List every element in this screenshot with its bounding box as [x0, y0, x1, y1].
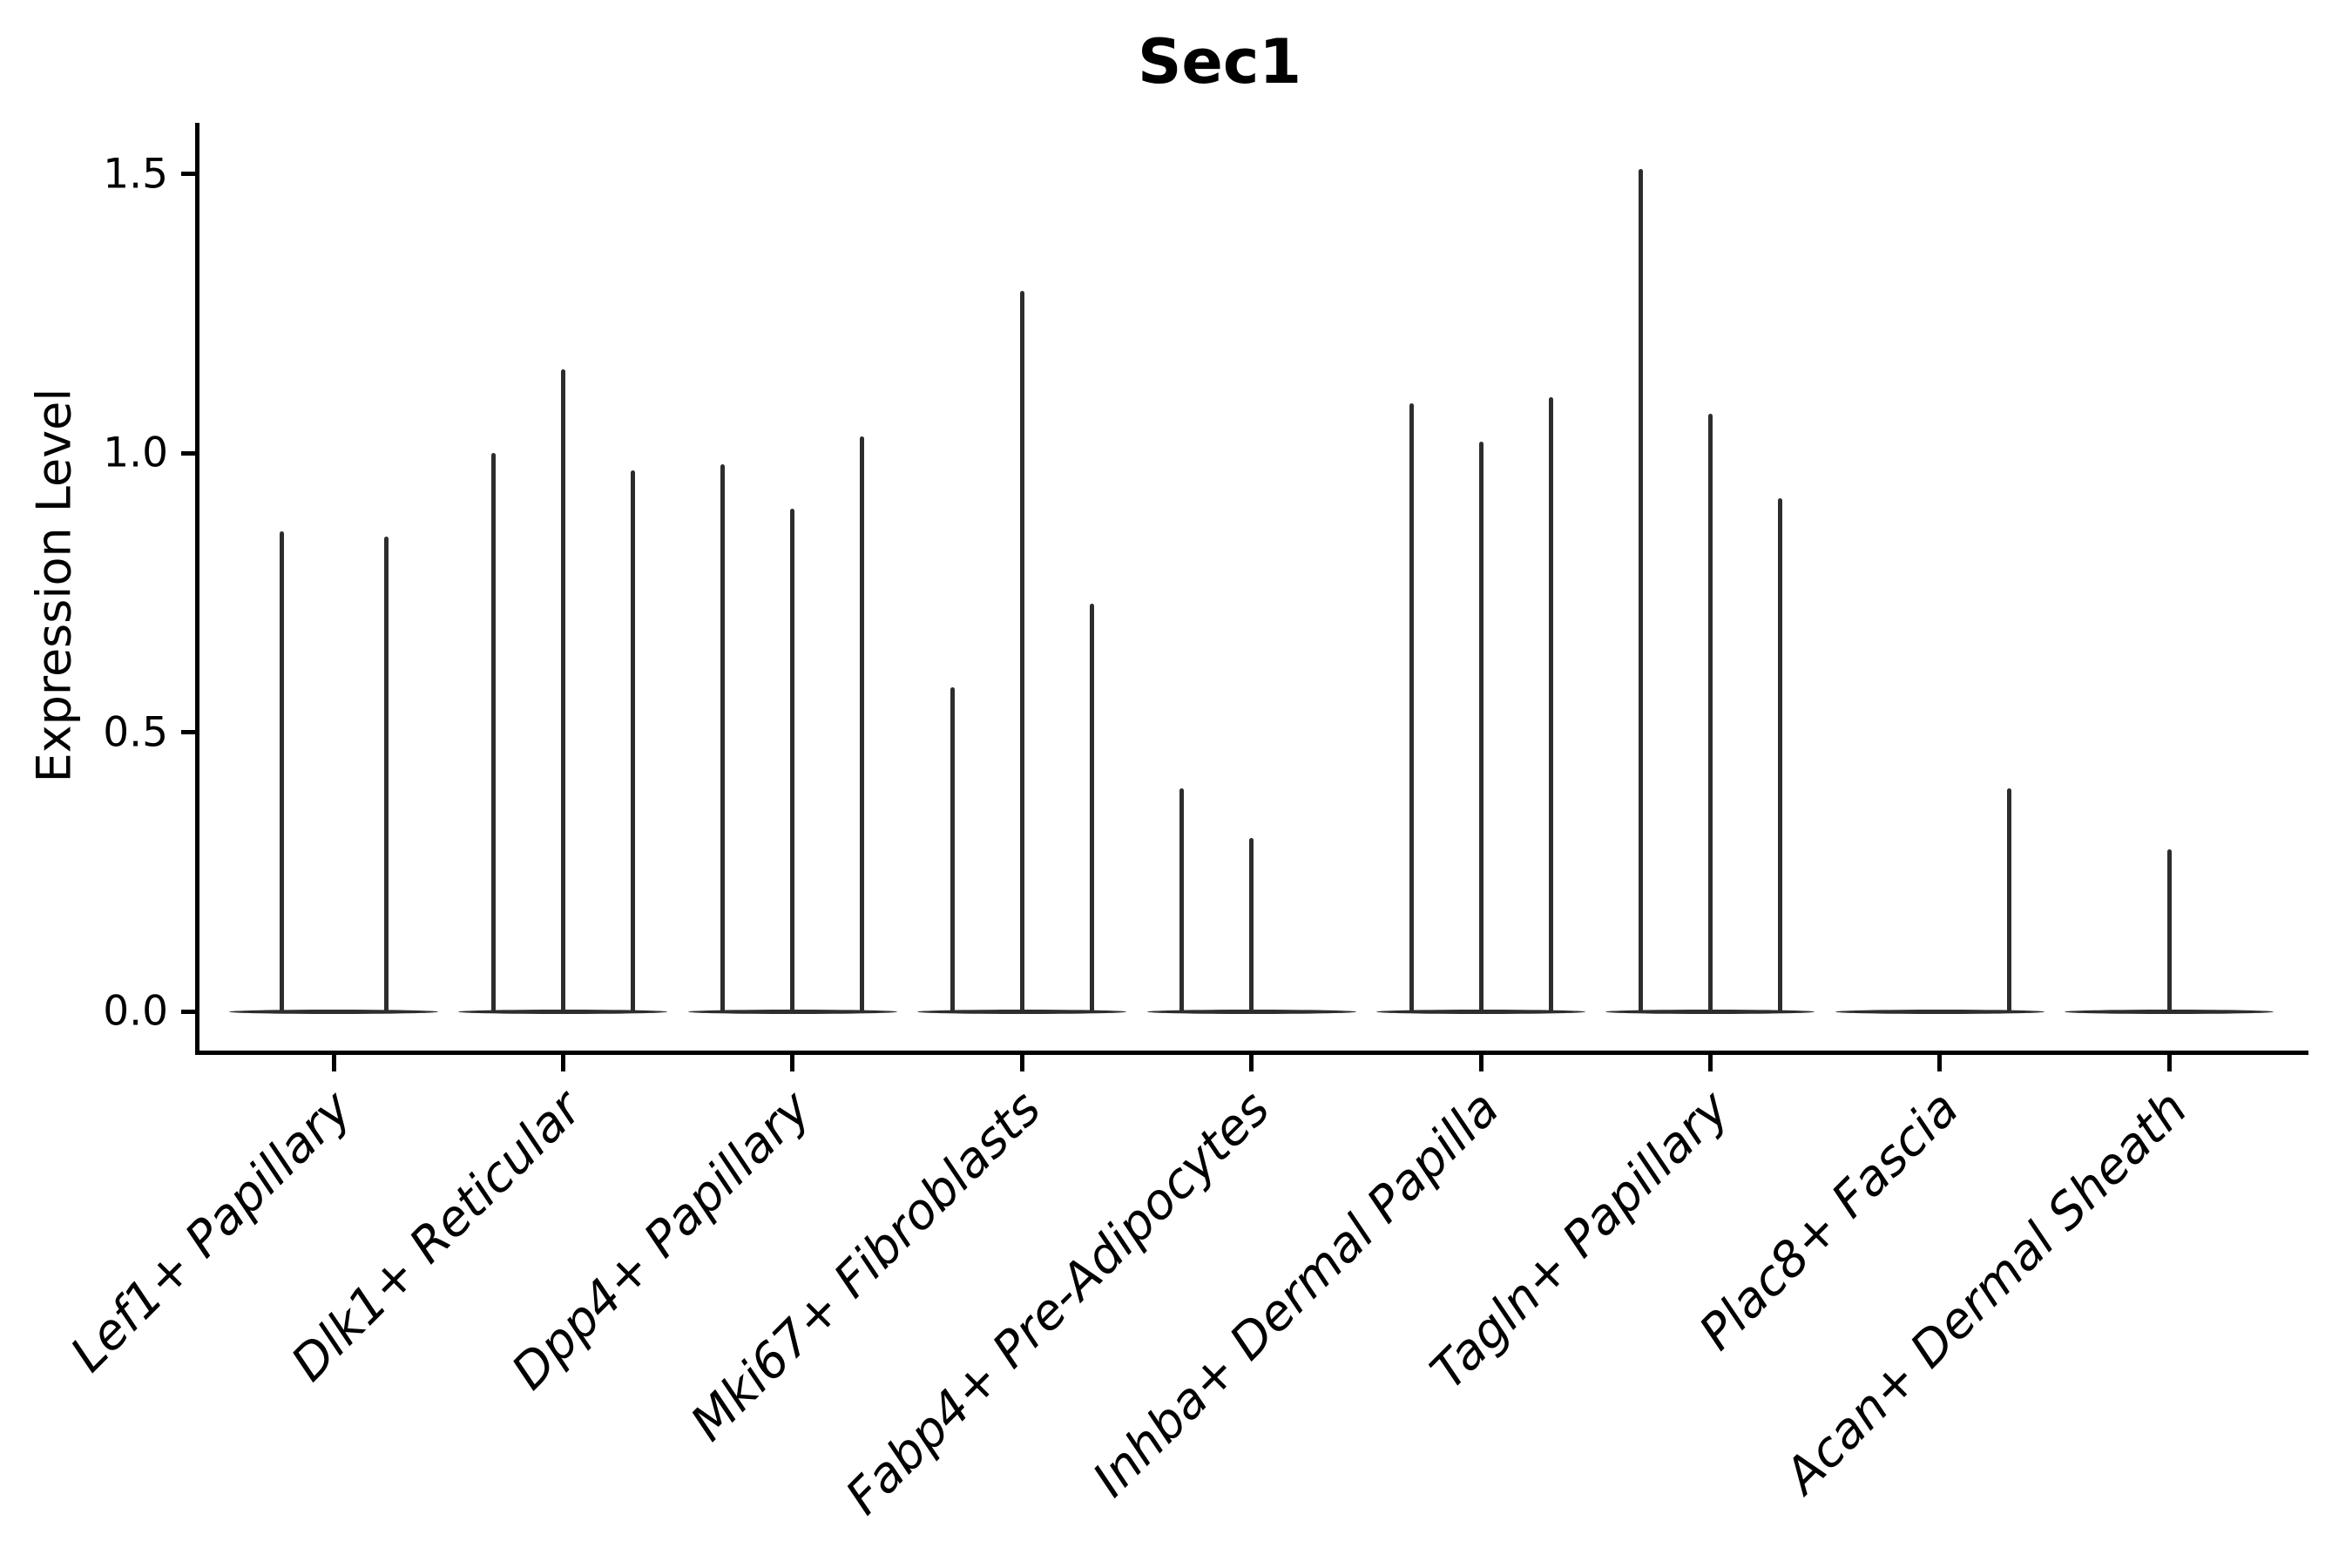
x-tick-label-text: Acan+ Dermal Sheath [1774, 1080, 2200, 1504]
violin-spike [1548, 397, 1553, 1013]
violin-spike [1777, 497, 1782, 1013]
y-tick-label: 1.5 [103, 150, 168, 199]
violin-baseline [229, 1009, 438, 1014]
violin-spike [860, 436, 865, 1013]
y-tick [181, 1009, 195, 1014]
violin-spike [790, 509, 795, 1013]
y-axis-spine [195, 123, 199, 1055]
x-tick [1478, 1055, 1484, 1071]
x-tick [331, 1055, 336, 1071]
violin-spike [1179, 787, 1185, 1013]
violin-spike [490, 453, 496, 1013]
violin-spike [630, 470, 635, 1013]
chart-title: Sec1 [1137, 26, 1302, 98]
x-tick [1249, 1055, 1254, 1071]
violin-spike [560, 369, 565, 1013]
violin-spike [1478, 442, 1484, 1013]
violin-spike [2007, 787, 2012, 1013]
x-tick [2166, 1055, 2172, 1071]
violin-spike [1638, 168, 1643, 1013]
x-tick [560, 1055, 565, 1071]
x-tick-label-text: Fabp4+ Pre-Adipocytes [835, 1080, 1281, 1526]
violin-spike [1707, 414, 1713, 1013]
x-tick [1937, 1055, 1943, 1071]
violin-spike [1409, 402, 1414, 1013]
violin-spike [1019, 291, 1024, 1013]
x-tick [1707, 1055, 1713, 1071]
violin-spike [279, 531, 284, 1013]
x-tick-label-text: Inhba+ Dermal Papilla [1082, 1080, 1511, 1509]
y-tick [181, 450, 195, 456]
x-tick [790, 1055, 795, 1071]
violin-spike [950, 687, 955, 1013]
x-axis-spine [195, 1051, 2308, 1055]
y-tick [181, 172, 195, 177]
y-tick [181, 730, 195, 735]
violin-spike [1249, 838, 1254, 1013]
x-tick [1019, 1055, 1024, 1071]
violin-spike [720, 464, 726, 1013]
violin-spike [383, 537, 389, 1013]
violin-baseline [1835, 1009, 2044, 1014]
violin-spike [1089, 604, 1094, 1013]
y-tick-label: 1.0 [103, 429, 168, 477]
y-tick-label: 0.0 [103, 987, 168, 1036]
y-tick-label: 0.5 [103, 708, 168, 757]
violin-spike [2166, 849, 2172, 1013]
